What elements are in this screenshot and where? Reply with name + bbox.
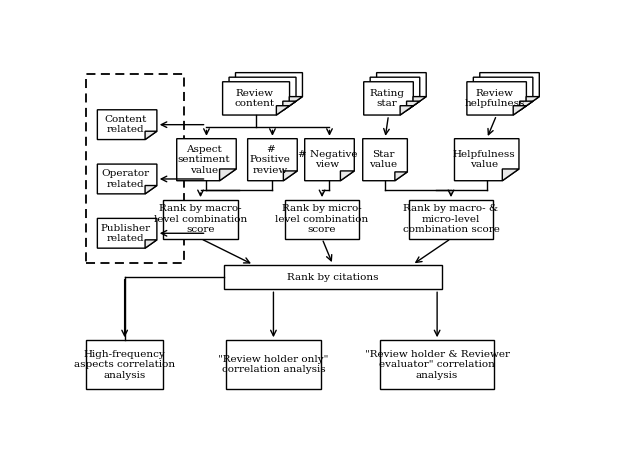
Polygon shape bbox=[248, 139, 297, 181]
Polygon shape bbox=[376, 73, 426, 106]
Polygon shape bbox=[395, 172, 408, 181]
Polygon shape bbox=[467, 82, 526, 115]
Polygon shape bbox=[236, 73, 303, 106]
Text: Rank by citations: Rank by citations bbox=[287, 273, 379, 282]
Text: Star
value: Star value bbox=[369, 150, 397, 169]
Polygon shape bbox=[177, 139, 236, 181]
Polygon shape bbox=[480, 73, 540, 106]
Polygon shape bbox=[305, 139, 355, 181]
Polygon shape bbox=[145, 240, 157, 248]
Bar bbox=[86, 74, 184, 263]
Text: High-frequency
aspects correlation
analysis: High-frequency aspects correlation analy… bbox=[74, 350, 175, 379]
Text: "Review holder & Reviewer
evaluator" correlation
analysis: "Review holder & Reviewer evaluator" cor… bbox=[365, 350, 509, 379]
Text: Publisher
related: Publisher related bbox=[100, 223, 150, 243]
Polygon shape bbox=[513, 106, 526, 115]
Polygon shape bbox=[97, 218, 157, 248]
Text: Rank by micro-
level combination
score: Rank by micro- level combination score bbox=[275, 204, 369, 234]
Polygon shape bbox=[413, 96, 426, 106]
Bar bbox=[227, 340, 321, 389]
Text: Rank by macro- &
micro-level
combination score: Rank by macro- & micro-level combination… bbox=[403, 204, 499, 234]
Polygon shape bbox=[145, 131, 157, 140]
Bar bbox=[224, 265, 442, 289]
Bar bbox=[163, 200, 237, 238]
Bar bbox=[380, 340, 494, 389]
Polygon shape bbox=[229, 77, 296, 111]
Text: Content
related: Content related bbox=[104, 115, 147, 134]
Polygon shape bbox=[363, 139, 408, 181]
Text: #
Positive
review: # Positive review bbox=[250, 145, 291, 175]
Text: Review
content: Review content bbox=[234, 89, 274, 108]
Polygon shape bbox=[364, 82, 413, 115]
Bar bbox=[285, 200, 359, 238]
Text: Rating
star: Rating star bbox=[369, 89, 404, 108]
Polygon shape bbox=[520, 101, 533, 111]
Polygon shape bbox=[340, 171, 355, 181]
Polygon shape bbox=[454, 139, 519, 181]
Polygon shape bbox=[406, 101, 420, 111]
Polygon shape bbox=[145, 186, 157, 194]
Polygon shape bbox=[474, 77, 533, 111]
Text: Aspect
sentiment
value: Aspect sentiment value bbox=[178, 145, 230, 175]
Polygon shape bbox=[502, 169, 519, 181]
Bar bbox=[409, 200, 493, 238]
Polygon shape bbox=[220, 169, 236, 181]
Polygon shape bbox=[276, 106, 289, 115]
Polygon shape bbox=[400, 106, 413, 115]
Text: Helpfulness
value: Helpfulness value bbox=[453, 150, 516, 169]
Text: "Review holder only"
correlation analysis: "Review holder only" correlation analysi… bbox=[218, 355, 328, 374]
Polygon shape bbox=[97, 110, 157, 140]
Polygon shape bbox=[97, 164, 157, 194]
Polygon shape bbox=[370, 77, 420, 111]
Polygon shape bbox=[223, 82, 289, 115]
Text: # Negative
view: # Negative view bbox=[298, 150, 357, 169]
Bar bbox=[86, 340, 163, 389]
Polygon shape bbox=[284, 171, 297, 181]
Polygon shape bbox=[289, 96, 303, 106]
Polygon shape bbox=[283, 101, 296, 111]
Text: Rank by macro-
level combination
score: Rank by macro- level combination score bbox=[154, 204, 247, 234]
Text: Operator
related: Operator related bbox=[101, 169, 149, 189]
Polygon shape bbox=[526, 96, 540, 106]
Text: Review
helpfulness: Review helpfulness bbox=[465, 89, 525, 108]
